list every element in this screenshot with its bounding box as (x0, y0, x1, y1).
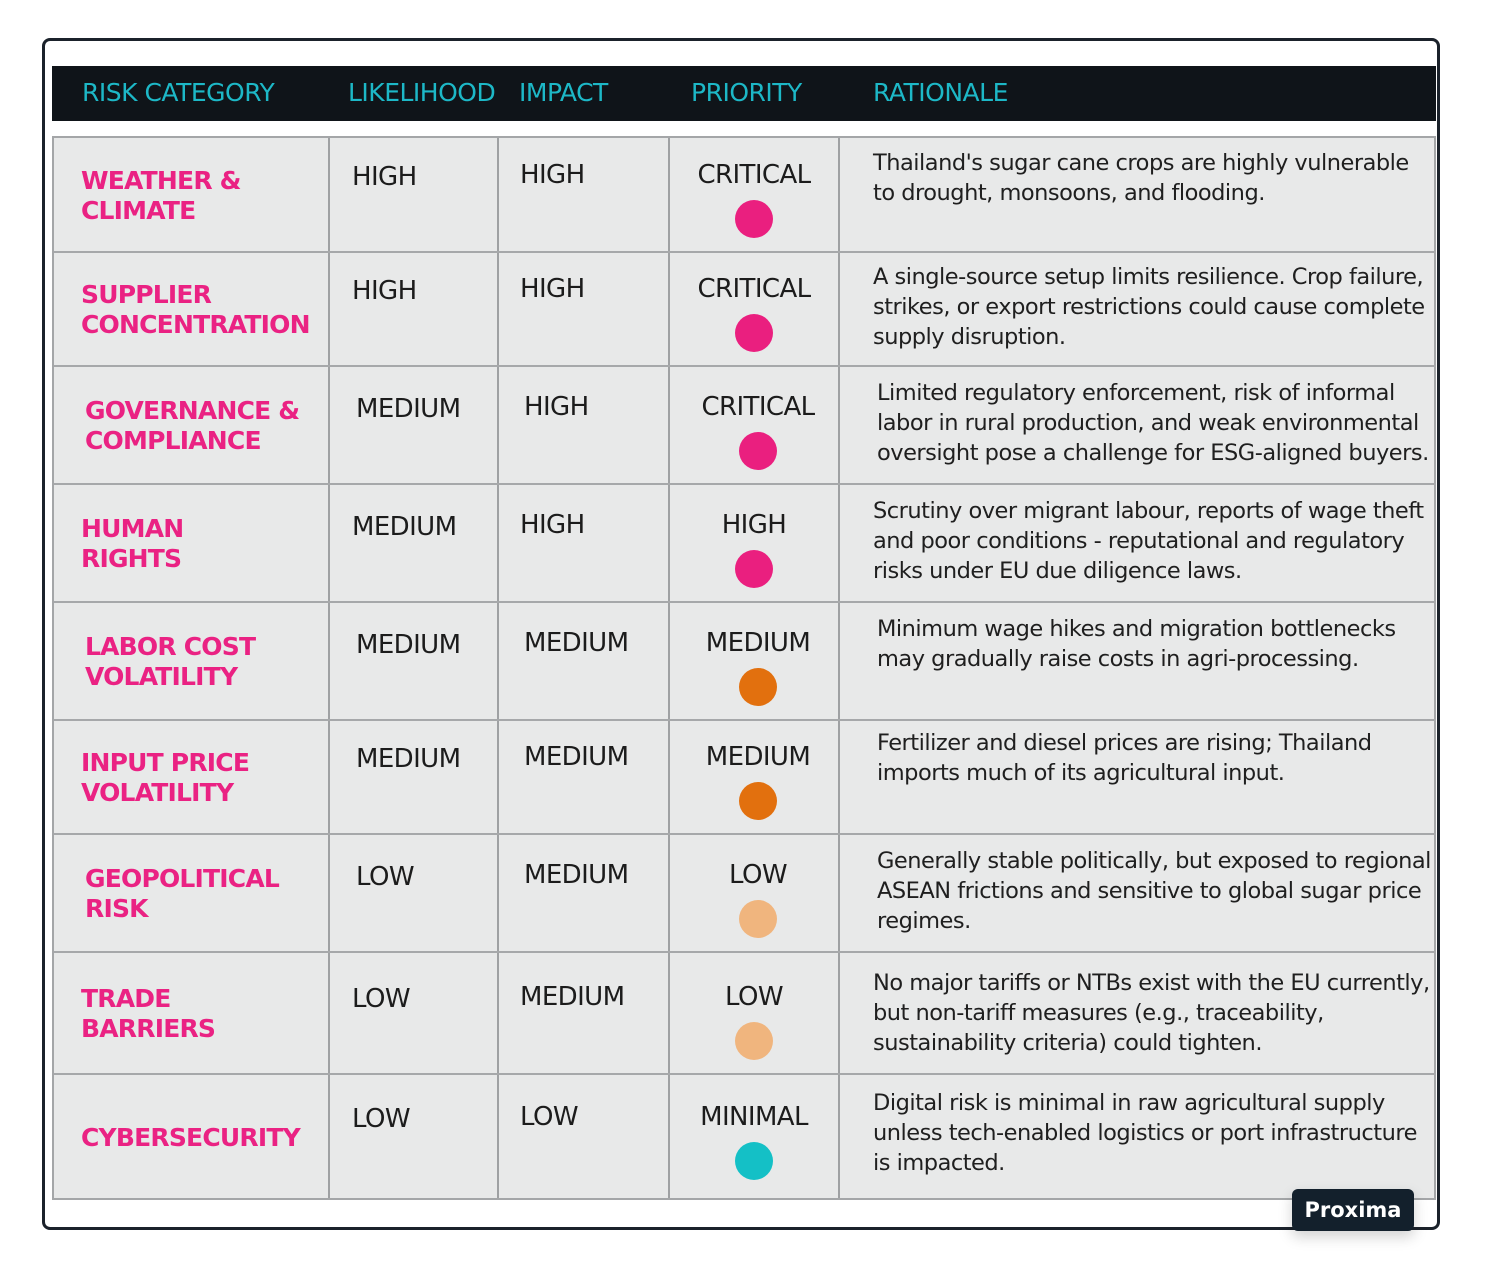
row-divider (54, 483, 1436, 485)
priority-indicator-dot (739, 900, 777, 938)
column-divider (838, 138, 840, 1198)
rationale-cell: Scrutiny over migrant labour, reports of… (873, 498, 1424, 584)
likelihood-cell: MEDIUM (352, 512, 457, 542)
priority-cell: MEDIUM (705, 742, 811, 772)
likelihood-cell: MEDIUM (356, 394, 461, 424)
priority-cell: LOW (729, 860, 788, 890)
priority-cell: CRITICAL (697, 274, 811, 304)
rationale-cell: A single-source setup limits resilience.… (873, 264, 1425, 350)
priority-cell: LOW (725, 982, 784, 1012)
priority-cell: MINIMAL (700, 1102, 808, 1132)
risk-category-cell: HUMAN RIGHTS (81, 514, 184, 573)
row-divider (54, 719, 1436, 721)
impact-cell: HIGH (520, 510, 585, 540)
likelihood-cell: HIGH (352, 276, 417, 306)
header-risk-category: RISK CATEGORY (82, 78, 275, 107)
row-divider (54, 601, 1436, 603)
rationale-cell: Generally stable politically, but expose… (877, 848, 1431, 934)
rationale-cell: Fertilizer and diesel prices are rising;… (877, 730, 1372, 786)
priority-cell: HIGH (721, 510, 787, 540)
impact-cell: MEDIUM (520, 982, 625, 1012)
header-likelihood: LIKELIHOOD (348, 78, 496, 107)
priority-indicator-dot (739, 432, 777, 470)
priority-indicator-dot (739, 668, 777, 706)
column-divider (668, 138, 670, 1198)
likelihood-cell: HIGH (352, 162, 417, 192)
header-priority: PRIORITY (691, 78, 802, 107)
impact-cell: HIGH (520, 274, 585, 304)
rationale-cell: Limited regulatory enforcement, risk of … (877, 380, 1429, 466)
column-divider (497, 138, 499, 1198)
row-divider (54, 951, 1436, 953)
likelihood-cell: MEDIUM (356, 630, 461, 660)
table-header: RISK CATEGORY LIKELIHOOD IMPACT PRIORITY… (52, 66, 1436, 121)
row-divider (54, 251, 1436, 253)
risk-category-cell: LABOR COST VOLATILITY (85, 632, 256, 691)
risk-category-cell: CYBERSECURITY (81, 1123, 301, 1152)
priority-cell: MEDIUM (705, 628, 811, 658)
likelihood-cell: MEDIUM (356, 744, 461, 774)
priority-cell: CRITICAL (697, 160, 811, 190)
risk-category-cell: INPUT PRICE VOLATILITY (81, 748, 250, 807)
risk-category-cell: GEOPOLITICAL RISK (85, 864, 280, 923)
row-divider (54, 833, 1436, 835)
row-divider (54, 365, 1436, 367)
priority-indicator-dot (735, 550, 773, 588)
header-impact: IMPACT (519, 78, 608, 107)
priority-indicator-dot (735, 314, 773, 352)
priority-indicator-dot (739, 782, 777, 820)
impact-cell: LOW (520, 1102, 579, 1132)
rationale-cell: Minimum wage hikes and migration bottlen… (877, 616, 1396, 672)
risk-category-cell: SUPPLIER CONCENTRATION (81, 280, 311, 339)
row-divider (54, 1073, 1436, 1075)
rationale-cell: No major tariffs or NTBs exist with the … (873, 970, 1430, 1056)
header-rationale: RATIONALE (873, 78, 1008, 107)
impact-cell: MEDIUM (524, 860, 629, 890)
priority-cell: CRITICAL (701, 392, 815, 422)
column-divider (328, 138, 330, 1198)
impact-cell: HIGH (524, 392, 589, 422)
risk-category-cell: GOVERNANCE & COMPLIANCE (85, 396, 300, 455)
impact-cell: MEDIUM (524, 742, 629, 772)
priority-indicator-dot (735, 1022, 773, 1060)
proxima-badge[interactable]: Proxima (1292, 1189, 1414, 1231)
risk-category-cell: WEATHER & CLIMATE (81, 166, 241, 225)
impact-cell: MEDIUM (524, 628, 629, 658)
rationale-cell: Digital risk is minimal in raw agricultu… (873, 1090, 1417, 1176)
likelihood-cell: LOW (352, 984, 411, 1014)
rationale-cell: Thailand's sugar cane crops are highly v… (873, 150, 1409, 206)
priority-indicator-dot (735, 200, 773, 238)
risk-category-cell: TRADE BARRIERS (81, 984, 216, 1043)
likelihood-cell: LOW (352, 1104, 411, 1134)
priority-indicator-dot (735, 1142, 773, 1180)
likelihood-cell: LOW (356, 862, 415, 892)
impact-cell: HIGH (520, 160, 585, 190)
risk-table: WEATHER & CLIMATE HIGH HIGH CRITICAL Thailan… (52, 136, 1436, 1200)
